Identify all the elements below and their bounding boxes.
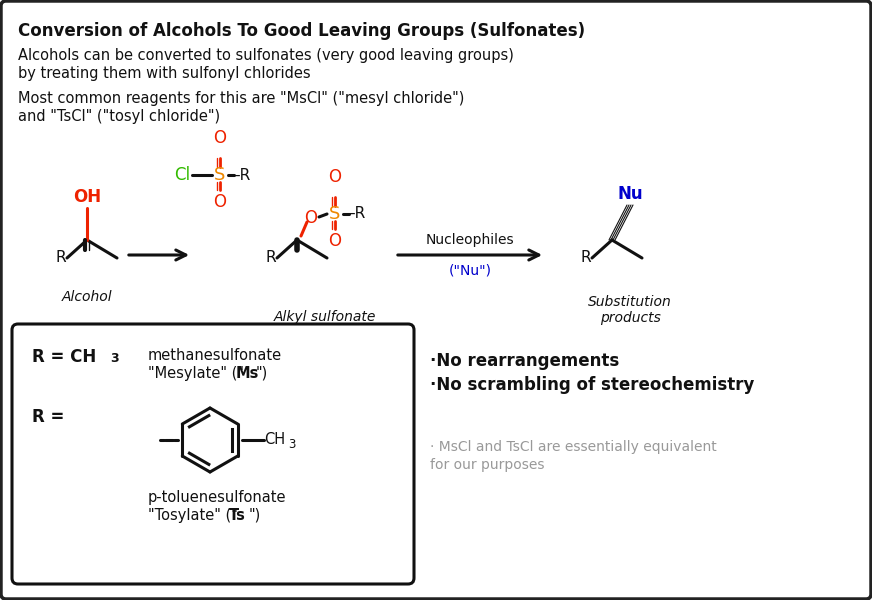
Text: S: S (330, 205, 341, 223)
Text: "Tosylate" (": "Tosylate" (" (148, 508, 238, 523)
Text: R = CH: R = CH (32, 348, 96, 366)
Text: Substitution: Substitution (588, 295, 671, 309)
FancyBboxPatch shape (12, 324, 414, 584)
Text: –R: –R (347, 206, 365, 221)
Text: ("Nu"): ("Nu") (448, 263, 492, 277)
Text: and "TsCl" ("tosyl chloride"): and "TsCl" ("tosyl chloride") (18, 109, 220, 124)
Text: Ms: Ms (236, 366, 259, 381)
Text: "): ") (256, 366, 269, 381)
Text: ·No rearrangements: ·No rearrangements (430, 352, 619, 370)
Text: methanesulfonate: methanesulfonate (148, 348, 283, 363)
Text: R: R (265, 251, 276, 265)
Text: · MsCl and TsCl are essentially equivalent: · MsCl and TsCl are essentially equivale… (430, 440, 717, 454)
Text: Nucleophiles: Nucleophiles (426, 233, 514, 247)
Text: "Mesylate" (": "Mesylate" (" (148, 366, 244, 381)
Text: "): ") (249, 508, 262, 523)
Text: O: O (214, 193, 227, 211)
Text: S: S (215, 166, 226, 184)
Text: CH: CH (264, 433, 285, 448)
Text: products: products (600, 311, 660, 325)
Text: O: O (304, 209, 317, 227)
Text: R: R (580, 251, 590, 265)
Text: Ts: Ts (229, 508, 246, 523)
Text: R: R (55, 251, 65, 265)
Text: Conversion of Alcohols To Good Leaving Groups (Sulfonates): Conversion of Alcohols To Good Leaving G… (18, 22, 585, 40)
Text: O: O (329, 232, 342, 250)
Text: R =: R = (32, 408, 65, 426)
Text: ·No scrambling of stereochemistry: ·No scrambling of stereochemistry (430, 376, 754, 394)
Text: Nu: Nu (617, 185, 643, 203)
Text: OH: OH (73, 188, 101, 206)
Text: Most common reagents for this are "MsCl" ("mesyl chloride"): Most common reagents for this are "MsCl"… (18, 91, 465, 106)
Text: O: O (214, 129, 227, 147)
Text: Alcohols can be converted to sulfonates (very good leaving groups): Alcohols can be converted to sulfonates … (18, 48, 514, 63)
Text: 3: 3 (110, 352, 119, 365)
Text: p-toluenesulfonate: p-toluenesulfonate (148, 490, 287, 505)
Text: Cl: Cl (174, 166, 190, 184)
Text: by treating them with sulfonyl chlorides: by treating them with sulfonyl chlorides (18, 66, 310, 81)
Text: –R: –R (232, 167, 250, 182)
Text: for our purposes: for our purposes (430, 458, 544, 472)
Text: Alcohol: Alcohol (62, 290, 112, 304)
Text: O: O (329, 168, 342, 186)
Text: Alkyl sulfonate: Alkyl sulfonate (274, 310, 376, 324)
Text: 3: 3 (288, 437, 296, 451)
